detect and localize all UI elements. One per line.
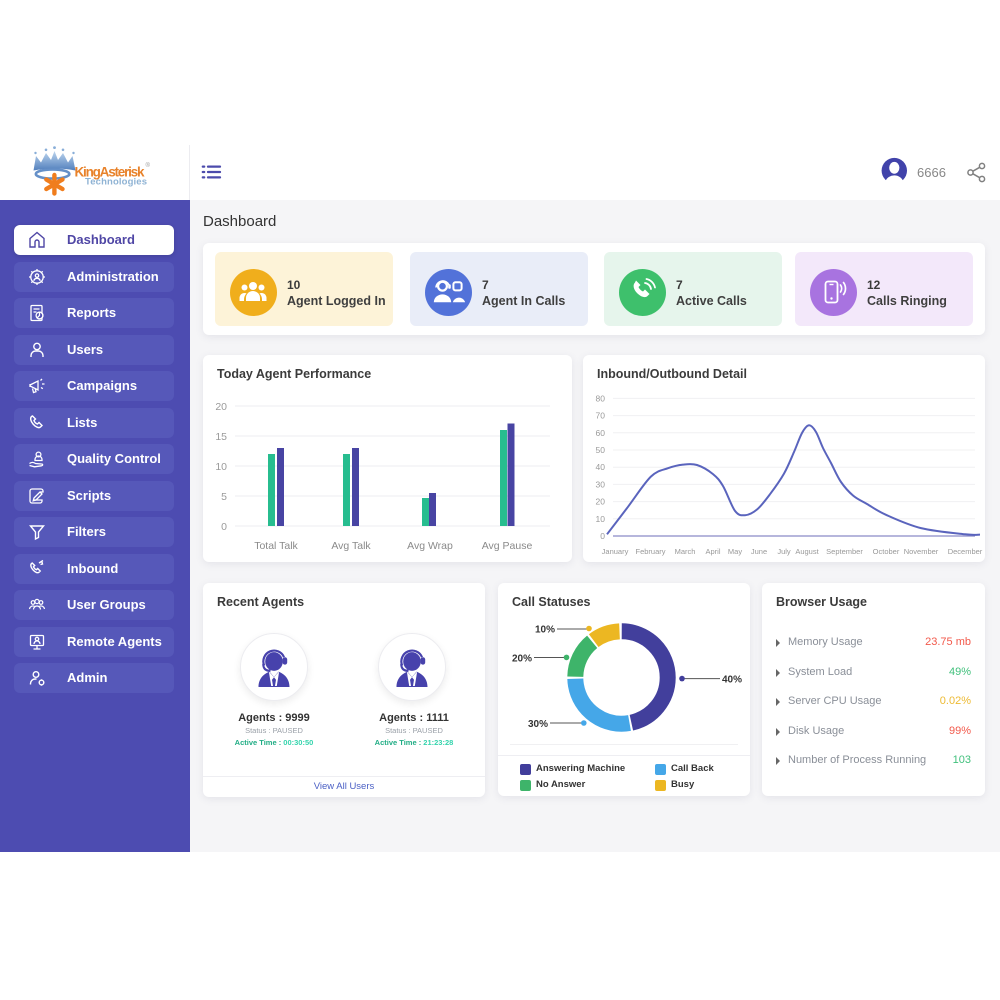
- svg-text:November: November: [904, 547, 939, 556]
- svg-text:Avg Wrap: Avg Wrap: [407, 540, 453, 552]
- svg-text:0: 0: [221, 521, 227, 533]
- svg-text:December: December: [948, 547, 983, 556]
- svg-text:80: 80: [596, 393, 606, 403]
- svg-text:10: 10: [215, 461, 227, 473]
- svg-text:August: August: [795, 547, 819, 556]
- svg-text:Total Talk: Total Talk: [254, 540, 298, 552]
- svg-text:May: May: [728, 547, 742, 556]
- svg-text:30%: 30%: [528, 719, 548, 730]
- svg-text:January: January: [602, 547, 629, 556]
- svg-text:Technologies: Technologies: [85, 177, 147, 188]
- svg-text:10: 10: [596, 514, 606, 524]
- svg-text:40: 40: [596, 462, 606, 472]
- svg-text:70: 70: [596, 411, 606, 421]
- svg-text:20: 20: [215, 401, 227, 413]
- svg-text:0: 0: [600, 531, 605, 541]
- svg-text:September: September: [826, 547, 863, 556]
- svg-text:June: June: [751, 547, 767, 556]
- svg-text:20: 20: [596, 497, 606, 507]
- svg-text:®: ®: [146, 162, 151, 169]
- svg-text:April: April: [705, 547, 720, 556]
- svg-text:Avg Talk: Avg Talk: [331, 540, 371, 552]
- svg-text:10%: 10%: [535, 625, 555, 636]
- svg-text:50: 50: [596, 445, 606, 455]
- svg-text:October: October: [873, 547, 900, 556]
- svg-text:20%: 20%: [512, 654, 532, 665]
- svg-text:Avg Pause: Avg Pause: [482, 540, 533, 552]
- svg-text:5: 5: [221, 491, 227, 503]
- svg-text:40%: 40%: [722, 675, 742, 686]
- svg-text:30: 30: [596, 479, 606, 489]
- svg-text:February: February: [635, 547, 665, 556]
- svg-text:March: March: [675, 547, 696, 556]
- svg-text:July: July: [777, 547, 791, 556]
- svg-text:KingAsterisk: KingAsterisk: [75, 165, 145, 180]
- svg-text:15: 15: [215, 431, 227, 443]
- svg-text:60: 60: [596, 428, 606, 438]
